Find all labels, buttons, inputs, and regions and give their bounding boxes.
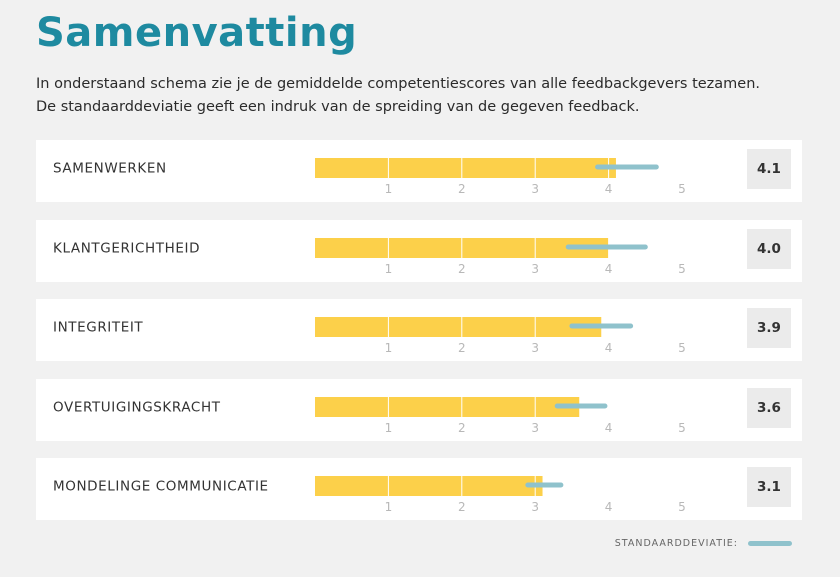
- competency-row: KLANTGERICHTHEID 1 2 3 4 5 4.0: [36, 220, 802, 282]
- competency-chart: 1 2 3 4 5: [315, 396, 686, 435]
- competency-label: KLANTGERICHTHEID: [53, 240, 201, 257]
- competency-chart: 1 2 3 4 5: [315, 316, 686, 355]
- tick-label: 3: [531, 182, 539, 196]
- intro-text: In onderstaand schema zie je de gemiddel…: [36, 73, 760, 119]
- legend: STANDAARDDEVIATIE:: [615, 538, 792, 549]
- score-badge: 3.9: [747, 308, 791, 348]
- score-bar: [315, 158, 616, 178]
- intro-line-1: In onderstaand schema zie je de gemiddel…: [36, 76, 761, 92]
- tick-label: 2: [458, 262, 466, 276]
- tick-label: 1: [385, 182, 393, 196]
- tick-label: 2: [458, 182, 466, 196]
- score-bar: [315, 317, 602, 337]
- competency-row: OVERTUIGINGSKRACHT 1 2 3 4 5 3.6: [36, 379, 802, 441]
- page-title: Samenvatting: [36, 10, 358, 56]
- competency-row: MONDELINGE COMMUNICATIE 1 2 3 4 5 3.1: [36, 458, 802, 520]
- legend-label: STANDAARDDEVIATIE:: [614, 538, 738, 549]
- tick-label: 2: [458, 421, 466, 435]
- tick-label: 5: [678, 182, 686, 196]
- tick-label: 3: [531, 500, 539, 514]
- tick-label: 5: [678, 421, 686, 435]
- tick-label: 4: [605, 262, 613, 276]
- score-badge: 3.6: [747, 388, 791, 428]
- tick-label: 1: [385, 421, 393, 435]
- tick-label: 1: [385, 500, 393, 514]
- tick-label: 1: [385, 341, 393, 355]
- competency-label: MONDELINGE COMMUNICATIE: [53, 478, 269, 495]
- competency-label: INTEGRITEIT: [53, 319, 144, 336]
- tick-label: 4: [605, 500, 613, 514]
- score-badge: 4.1: [747, 149, 791, 189]
- tick-label: 3: [531, 262, 539, 276]
- competency-chart: 1 2 3 4 5: [315, 475, 686, 514]
- legend-std-swatch: [748, 541, 792, 546]
- tick-label: 2: [458, 341, 466, 355]
- score-bar: [315, 397, 580, 417]
- score-badge: 4.0: [747, 229, 791, 269]
- tick-label: 3: [531, 341, 539, 355]
- competency-chart: 1 2 3 4 5: [315, 237, 686, 276]
- competency-chart: 1 2 3 4 5: [315, 157, 686, 196]
- intro-line-2: De standaarddeviatie geeft een indruk va…: [36, 99, 640, 115]
- tick-label: 4: [605, 341, 613, 355]
- competency-label: OVERTUIGINGSKRACHT: [53, 399, 221, 416]
- tick-label: 2: [458, 500, 466, 514]
- competency-label: SAMENWERKEN: [53, 160, 167, 177]
- competency-row: SAMENWERKEN 1 2 3 4 5 4.1: [36, 140, 802, 202]
- tick-label: 4: [605, 421, 613, 435]
- tick-label: 3: [531, 421, 539, 435]
- tick-label: 5: [678, 262, 686, 276]
- tick-label: 5: [678, 341, 686, 355]
- tick-label: 5: [678, 500, 686, 514]
- tick-label: 1: [385, 262, 393, 276]
- score-bar: [315, 476, 543, 496]
- tick-label: 4: [605, 182, 613, 196]
- competency-row: INTEGRITEIT 1 2 3 4 5 3.9: [36, 299, 802, 361]
- score-badge: 3.1: [747, 467, 791, 507]
